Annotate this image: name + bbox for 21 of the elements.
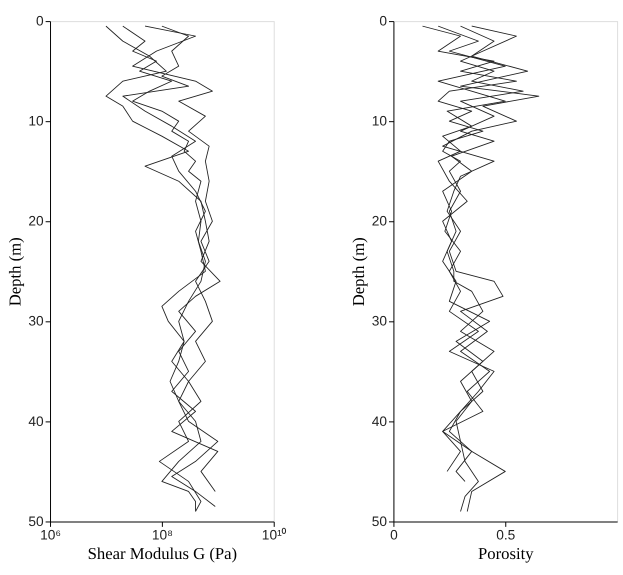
y-tick-label: 50 [28,514,44,529]
y-tick-label: 10 [372,114,388,129]
y-tick-label: 40 [28,414,44,429]
x-tick-label: 0.5 [496,528,516,543]
y-tick-label: 20 [372,214,388,229]
y-tick-label: 0 [36,14,44,29]
y-tick-label: 30 [372,314,388,329]
y-tick-label: 20 [28,214,44,229]
y-tick-label: 30 [28,314,44,329]
y-tick-label: 10 [28,114,44,129]
y-tick-label: 0 [379,14,388,29]
x-axis-title: Porosity [478,544,534,564]
x-tick-label: 10⁸ [152,528,173,543]
x-tick-label: 10⁶ [40,528,61,543]
y-tick-label: 50 [372,514,388,529]
x-axis-title: Shear Modulus G (Pa) [88,544,238,564]
y-axis-title: Depth (m) [6,237,25,306]
x-tick-label: 10¹⁰ [262,528,287,543]
y-tick-label: 40 [372,414,388,429]
x-tick-label: 0 [390,528,398,543]
y-axis-title: Depth (m) [348,237,368,306]
